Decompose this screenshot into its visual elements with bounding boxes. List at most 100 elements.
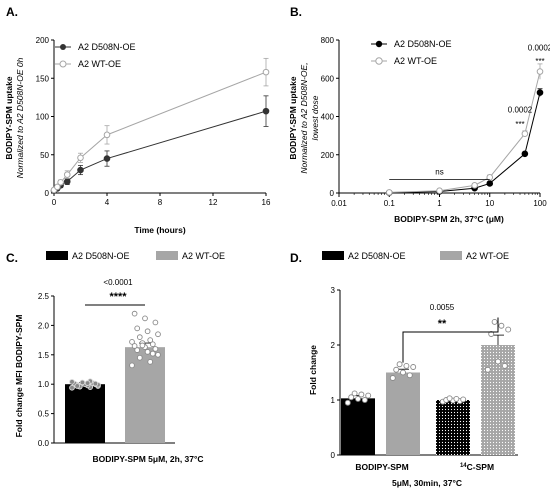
panel-c-legend: A2 D508N-OE A2 WT-OE (46, 251, 225, 261)
panel-a-legend-swatch-wt (55, 60, 71, 68)
panel-a-data-point (77, 154, 84, 162)
panel-c-data-point (92, 380, 99, 387)
panel-c-data-point (131, 343, 138, 349)
panel-b-annotation-3: 0.0002 (528, 44, 550, 53)
panel-a-data-point (63, 178, 71, 185)
panel-d-data-point (446, 395, 453, 402)
panel-c-data-point (142, 315, 148, 322)
panel-c-legend-swatch-d508n (46, 251, 68, 260)
panel-d-x-axis-label: 5μM, 30min, 37°C (392, 478, 462, 488)
panel-c-significance-stars: **** (109, 291, 127, 303)
panel-a: A. 0 50 100 150 200 0 4 8 12 16 Time (hours) BODI… (4, 5, 271, 235)
panel-d-significance-stars: ** (438, 318, 447, 330)
panel-a-y-tick-label: 150 (36, 74, 50, 83)
panel-a-data-point (103, 155, 111, 162)
panel-b-data-point (486, 180, 494, 187)
panel-a-series-line-0 (53, 110, 267, 192)
panel-a-y-tick-label: 50 (40, 151, 49, 160)
panel-c-data-point (79, 379, 86, 386)
panel-c-y-tick-label: 1.0 (38, 380, 50, 389)
panel-c-x-axis-label: BODIPY-SPM 5μM, 2h, 37°C (92, 454, 203, 464)
panel-c-data-point (139, 342, 146, 349)
panel-a-data-point (262, 107, 270, 115)
panel-c-data-point (74, 383, 81, 389)
panel-c-p-value: <0.0001 (103, 278, 133, 287)
panel-d-data-point (453, 395, 460, 402)
panel-b-annotation-2: *** (515, 120, 524, 129)
panel-a-data-point (57, 178, 64, 186)
panel-a-legend-wt: A2 WT-OE (78, 59, 121, 69)
panel-c-data-point (147, 337, 154, 343)
panel-c-y-tick-label: 1.5 (38, 351, 50, 360)
panel-c-data-point (144, 349, 151, 355)
panel-d-plot (341, 318, 515, 455)
panel-d-data-point (389, 375, 396, 381)
panel-d-legend-swatch-wt (440, 251, 462, 260)
panel-d-data-point (410, 364, 417, 370)
panel-c-data-point (149, 341, 156, 348)
panel-c: C. A2 D508N-OE A2 WT-OE 0.0 0.5 1.0 1.5 2.0 2… (6, 251, 225, 464)
panel-d-data-point (393, 366, 400, 373)
panel-b-annotations: ns 0.0002 *** 0.0002 *** (389, 44, 550, 181)
panel-d-legend-wt: A2 WT-OE (466, 251, 509, 261)
panel-a-data-point (63, 171, 71, 178)
panel-c-data-point (152, 346, 159, 352)
panel-d-data-point (344, 399, 351, 406)
panel-c-data-point (155, 331, 161, 338)
panel-a-axes (51, 40, 266, 196)
panel-c-y-tick-label: 2.5 (38, 292, 50, 301)
panel-b-data-point (385, 189, 393, 196)
panel-c-data-point (131, 310, 138, 317)
panel-c-y-tick-label: 0.0 (38, 439, 50, 448)
panel-b-y-tick-label: 400 (321, 113, 335, 122)
panel-a-x-tick-label: 12 (209, 198, 218, 207)
panel-d-data-point (355, 395, 361, 402)
panel-a-ticks: 0 50 100 150 200 0 4 8 12 16 (36, 36, 271, 207)
panel-d-data-point (498, 322, 505, 329)
panel-b-legend: A2 D508N-OE A2 WT-OE (371, 39, 452, 66)
panel-d-data-point (400, 369, 406, 376)
panel-d-label: D. (290, 251, 302, 265)
panel-d-data-point (460, 396, 467, 403)
panel-c-data-point (147, 359, 154, 365)
panel-b-data-point (436, 187, 443, 195)
panel-b-data-point (536, 68, 544, 75)
panel-c-data-point (69, 378, 75, 385)
panel-a-x-tick-label: 16 (262, 198, 271, 207)
panel-a-legend-swatch-d508n (55, 44, 71, 50)
panel-c-label: C. (6, 251, 18, 265)
panel-a-x-tick-label: 0 (52, 198, 57, 207)
panel-d-y-tick-label: 3 (331, 286, 336, 295)
panel-b-data-point (486, 174, 494, 181)
panel-d-y-axis-label: Fold change (308, 345, 318, 395)
panel-b-y-axis-label-line2: Normalized to A2 D508N-OE, (299, 62, 309, 173)
panel-d-group-label-c-spm-superscript: 14 (460, 463, 467, 469)
panel-c-data-point (155, 351, 161, 358)
panel-d-data-point (358, 391, 365, 398)
panel-c-data-point (134, 325, 141, 332)
panel-b-annotation-1: 0.0002 (508, 106, 533, 115)
panel-b-plot (385, 63, 544, 196)
panel-d-data-point (495, 358, 501, 365)
panel-b-data-point (471, 182, 478, 189)
panel-d-data-point (403, 362, 410, 369)
panel-d-ticks: 0 1 2 3 (331, 286, 340, 460)
panel-c-data-point (152, 319, 159, 326)
panel-b-legend-wt: A2 WT-OE (394, 56, 437, 66)
panel-c-data-point (134, 347, 141, 353)
panel-d-bar-1 (386, 372, 420, 455)
panel-b-x-axis-label: BODIPY-SPM 2h, 37°C (μM) (394, 214, 504, 224)
panel-d-significance-bracket (402, 317, 499, 363)
panel-a-x-tick-label: 8 (158, 198, 163, 207)
panel-b-x-tick-label: 10 (485, 199, 494, 208)
panel-b-y-axis-label-line1: BODIPY-SPM uptake (288, 76, 298, 159)
panel-b-data-point (536, 89, 544, 96)
panel-c-data-point (144, 328, 151, 335)
panel-c-y-axis-label: Fold change MFI BODIPY-SPM (14, 315, 24, 438)
panel-c-data-point (129, 339, 135, 345)
panel-c-data-point (136, 354, 143, 361)
panel-d-legend: A2 D508N-OE A2 WT-OE (322, 251, 509, 261)
panel-b-y-tick-label: 0 (330, 189, 335, 198)
panel-b-annotation-4: *** (535, 57, 544, 66)
panel-c-data-point (136, 334, 143, 341)
